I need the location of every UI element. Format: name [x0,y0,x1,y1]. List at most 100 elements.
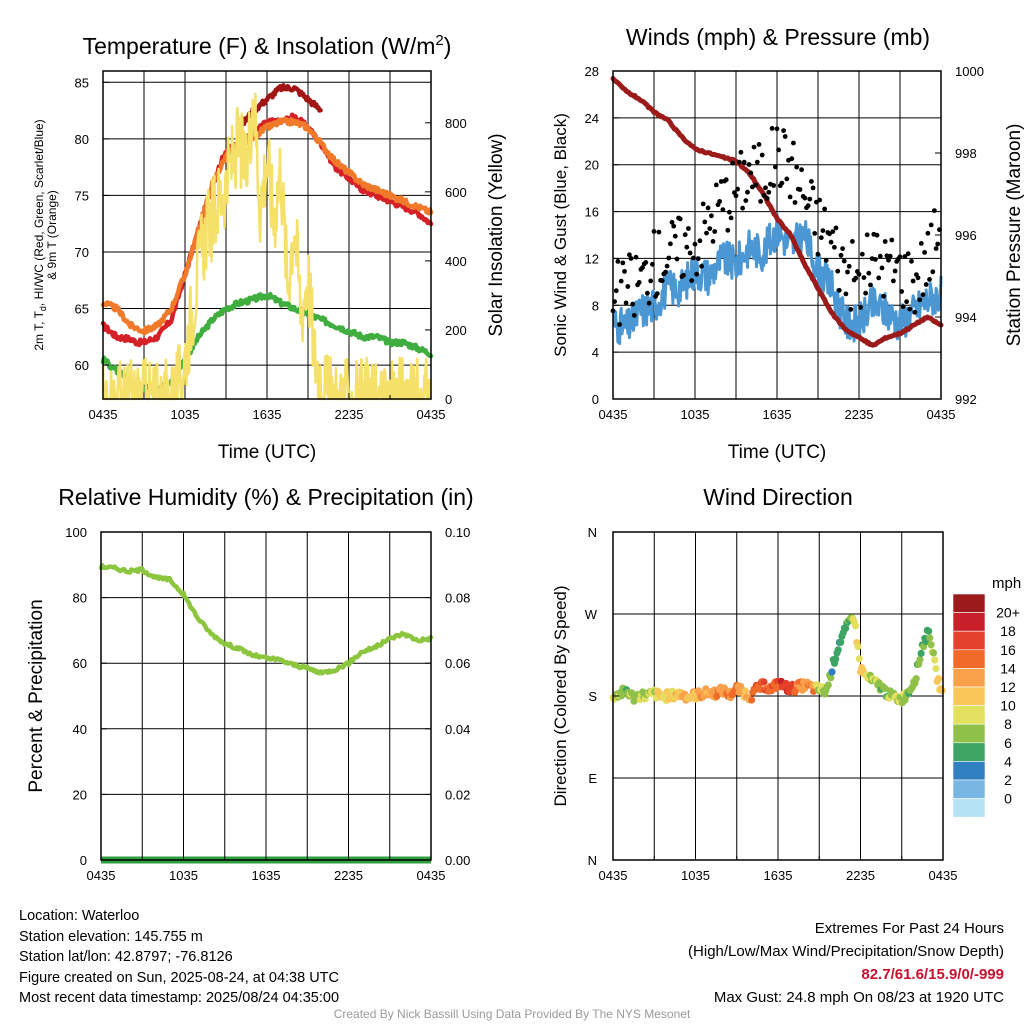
gust-point [654,291,660,296]
colorbar-segment [952,798,986,818]
direction-point [931,656,939,664]
gust-point [735,186,740,192]
gust-point [659,278,665,284]
x-tick-label: 1035 [681,868,710,883]
series-line [100,116,434,336]
gust-point [807,196,813,202]
x-tick-label: 1035 [169,868,198,883]
direction-point [926,634,934,642]
gust-point [645,290,650,296]
y2-tick-label: 600 [445,185,467,200]
gust-point [689,278,695,283]
gust-point [905,251,911,257]
gust-point [889,237,895,243]
direction-point [912,675,920,683]
gust-point [691,255,696,261]
gust-point [741,159,747,165]
humidity-panel: Relative Humidity (%) & Precipitation (i… [26,484,474,883]
colorbar-title: mph [992,575,1021,592]
pressure-y-ticks: 992 994 996 998 1000 [935,64,984,407]
gust-point [797,187,803,192]
pressure-ylabel: Station Pressure (Maroon) [1004,124,1024,347]
gust-point [833,225,839,231]
gust-point [828,239,834,245]
gust-point [740,205,745,211]
gust-point [877,253,883,259]
direction-point [834,646,842,654]
y-tick-label: 20 [73,787,87,802]
gust-point [920,292,926,298]
gust-point [935,241,941,247]
temperature-ylabel-line1: 2m T, Td, HI/WC (Red, Green, Scarlet/Blu… [32,119,48,350]
winds-title: Winds (mph) & Pressure (mb) [626,24,930,50]
gust-point [876,275,882,281]
x-tick-label: 2235 [334,868,363,883]
gust-point [910,278,916,284]
gust-point [627,252,632,258]
gust-point [835,268,841,274]
colorbar-label: 14 [1000,660,1016,676]
gust-point [873,257,878,262]
colorbar-label: 2 [1004,772,1012,788]
gust-point [904,299,909,305]
y-tick-label: 8 [592,298,599,313]
gust-point [868,282,873,288]
gust-point [743,198,749,204]
gust-point [909,258,914,264]
gust-point [933,246,939,251]
extremes-subheading: (High/Low/Max Wind/Precipitation/Snow De… [688,943,1004,960]
y-tick-label: 20 [585,158,599,173]
gust-point [784,176,790,182]
winds-y-ticks: 0 4 8 12 16 20 24 28 [585,64,619,407]
extremes-values: 82.7/61.6/15.9/0/-999 [861,966,1004,983]
gust-point [630,301,636,307]
y2-tick-label: 800 [445,116,467,131]
direction-point [929,649,938,657]
gust-point [704,230,709,236]
gust-point [866,270,872,276]
gust-point [818,235,824,241]
gust-point [856,271,862,277]
y2-tick-label: 998 [955,146,977,161]
gust-point [640,265,645,270]
colorbar-segment [952,649,986,669]
direction-point [932,664,940,673]
gust-point [881,293,886,299]
x-tick-label: 0435 [417,407,446,422]
gust-point [874,232,880,238]
direction-point [832,655,840,663]
direction-point [837,638,845,646]
y-tick-label: 0 [80,853,87,868]
station-info: Location: Waterloo Station elevation: 14… [19,906,339,1009]
gust-point [900,304,906,309]
direction-point [916,656,924,664]
x-tick-label: 1035 [681,407,710,422]
winds-ylabel: Sonic Wind & Gust (Blue, Black) [551,113,570,357]
gust-point [794,164,800,170]
winds-series [610,76,944,348]
location-text: Location: Waterloo [19,908,140,924]
gust-point [923,282,929,287]
gust-point [650,261,655,267]
gust-point [618,278,624,284]
gust-point [864,232,870,238]
gust-point [697,238,703,244]
gust-point [810,185,816,191]
humidity-title: Relative Humidity (%) & Precipitation (i… [58,484,473,510]
gust-point [677,216,683,222]
gust-point [805,203,811,209]
gust-point [769,125,775,131]
max-gust-text: Max Gust: 24.8 mph On 08/23 at 1920 UTC [713,989,1004,1006]
y-tick-label: 16 [585,205,599,220]
colorbar-label: 8 [1004,716,1012,732]
temperature-grid [103,71,431,399]
gust-point [832,244,837,250]
gust-point [776,147,781,153]
y-tick-label: 60 [73,656,87,671]
y2-tick-label: 0 [445,392,452,407]
gust-point [745,189,750,195]
gust-point [932,208,937,214]
insolation-ylabel: Solar Insolation (Yellow) [486,133,507,336]
gust-point [738,149,744,155]
